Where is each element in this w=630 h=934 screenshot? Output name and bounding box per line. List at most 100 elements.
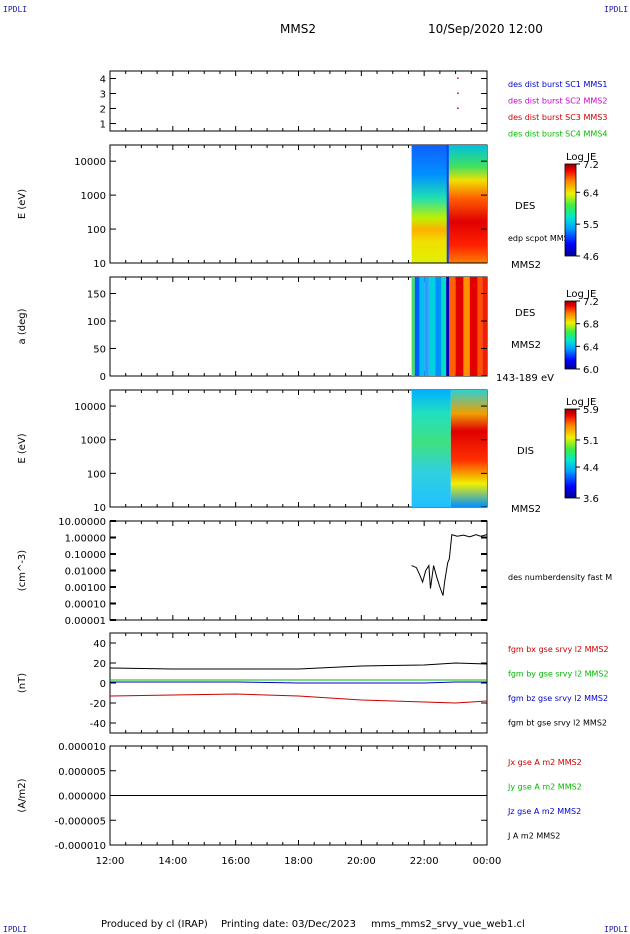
y-axis-label: (nT) [17,673,28,693]
spectrogram-block [411,390,451,507]
corner-label-bottom-right: IPDLI [604,925,629,934]
legend-entry: Jy gse A m2 MMS2 [507,783,582,792]
side-label: 143-189 eV [496,373,554,384]
side-label: MMS2 [511,340,541,351]
field-series-1 [109,693,488,704]
colorbar-tick-label: 7.2 [583,160,599,171]
y-axis-label: (A/m2) [17,778,28,812]
y-tick-label: 20 [93,659,106,670]
footer-script-name: mms_mms2_srvy_vue_web1.cl [371,919,525,930]
y-tick-label: 40 [93,639,106,650]
colorbar [564,163,577,257]
y-tick-label: 0.10000 [65,550,106,561]
corner-label-top-left: IPDLI [3,5,28,14]
panel-frame-5 [109,520,488,621]
y-axis-label: (cm^-3) [17,550,28,591]
legend-entry: des dist burst SC4 MMS4 [508,130,607,139]
colorbar-tick-label: 3.6 [583,494,599,505]
pitch-angle-band [435,277,442,376]
field-series-4 [109,662,488,670]
x-tick-label: 00:00 [473,856,502,867]
y-tick-label: 10000 [74,402,106,413]
legend-entry: fgm by gse srvy l2 MMS2 [508,670,609,679]
y-tick-label: 3 [100,90,106,101]
footer-printing-date: Printing date: 03/Dec/2023 [221,919,357,930]
pitch-angle-band [477,277,483,376]
side-label: MMS2 [511,260,541,271]
legend-entry: des dist burst SC2 MMS2 [508,97,607,106]
panel-frame-1 [109,70,488,132]
colorbar-tick-label: 6.8 [583,320,599,331]
y-tick-label: -0.000010 [55,841,106,852]
x-tick-label: 14:00 [158,856,187,867]
colorbar [564,300,577,370]
pitch-angle-band [455,277,464,376]
y-tick-label: 1 [100,120,106,131]
y-tick-label: 100 [87,469,106,480]
colorbar-title: Log JE [566,152,596,163]
colorbar-tick-label: 5.1 [583,436,599,447]
y-tick-label: 0.000005 [58,767,106,778]
y-tick-label: 50 [93,345,106,356]
page-title: MMS2 [280,22,316,36]
y-tick-label: 0.000010 [58,742,106,753]
side-label: DES [515,201,535,212]
spectrogram-block [411,145,448,263]
pitch-angle-band [419,277,425,376]
pitch-angle-band [414,277,420,376]
side-label: MMS2 [511,504,541,515]
legend-entry: des dist burst SC3 MMS3 [508,113,607,122]
spectrogram-block [450,390,487,507]
x-tick-label: 16:00 [221,856,250,867]
footer-produced-by: Produced by cl (IRAP) [101,919,208,930]
colorbar-tick-label: 6.4 [583,342,599,353]
y-tick-label: 0.01000 [65,567,106,578]
colorbar-tick-label: 6.4 [583,188,599,199]
y-tick-label: 0.00001 [65,616,106,627]
x-tick-label: 22:00 [410,856,439,867]
y-axis-label: E (eV) [17,189,28,219]
legend-entry: fgm bx gse srvy l2 MMS2 [508,645,609,654]
legend-entry: fgm bt gse srvy l2 MMS2 [508,719,607,728]
y-tick-label: -20 [90,699,106,710]
pitch-angle-band [449,277,456,376]
pitch-angle-band [411,277,415,376]
pitch-angle-band [441,277,447,376]
x-tick-label: 18:00 [284,856,313,867]
pitch-angle-band [469,277,478,376]
pitch-angle-band [463,277,470,376]
legend-entry: Jx gse A m2 MMS2 [507,758,582,767]
y-tick-label: 100 [87,317,106,328]
colorbar-tick-label: 4.6 [583,252,599,263]
burst-marker [457,92,459,94]
y-tick-label: 4 [100,75,106,86]
y-tick-label: 1000 [81,191,106,202]
colorbar-tick-label: 7.2 [583,297,599,308]
y-tick-label: 0.000000 [58,792,106,803]
x-tick-label: 12:00 [96,856,125,867]
spectrogram-block [446,145,449,263]
density-series [411,533,488,596]
colorbar-title: Log JE [566,289,596,300]
y-axis-label: E (eV) [17,433,28,463]
colorbar-tick-label: 4.4 [583,463,599,474]
colorbar-tick-label: 5.5 [583,220,599,231]
y-tick-label: 100 [87,225,106,236]
y-tick-label: 1000 [81,436,106,447]
pitch-angle-band [428,277,436,376]
y-tick-label: 10 [93,503,106,514]
colorbar-title: Log JE [566,397,596,408]
y-tick-label: 2 [100,105,106,116]
legend-entry: fgm bz gse srvy l2 MMS2 [508,694,608,703]
burst-marker [457,107,459,109]
legend-entry: J A m2 MMS2 [507,832,560,841]
page-datetime: 10/Sep/2020 12:00 [428,22,543,36]
colorbar [564,408,577,499]
y-tick-label: 150 [87,290,106,301]
burst-marker [457,77,459,79]
spectrogram-block [447,145,487,263]
y-tick-label: 10 [93,259,106,270]
side-label: DES [515,308,535,319]
side-label: edp scpot MMS2 [508,234,574,243]
y-tick-label: 10.00000 [58,517,106,528]
